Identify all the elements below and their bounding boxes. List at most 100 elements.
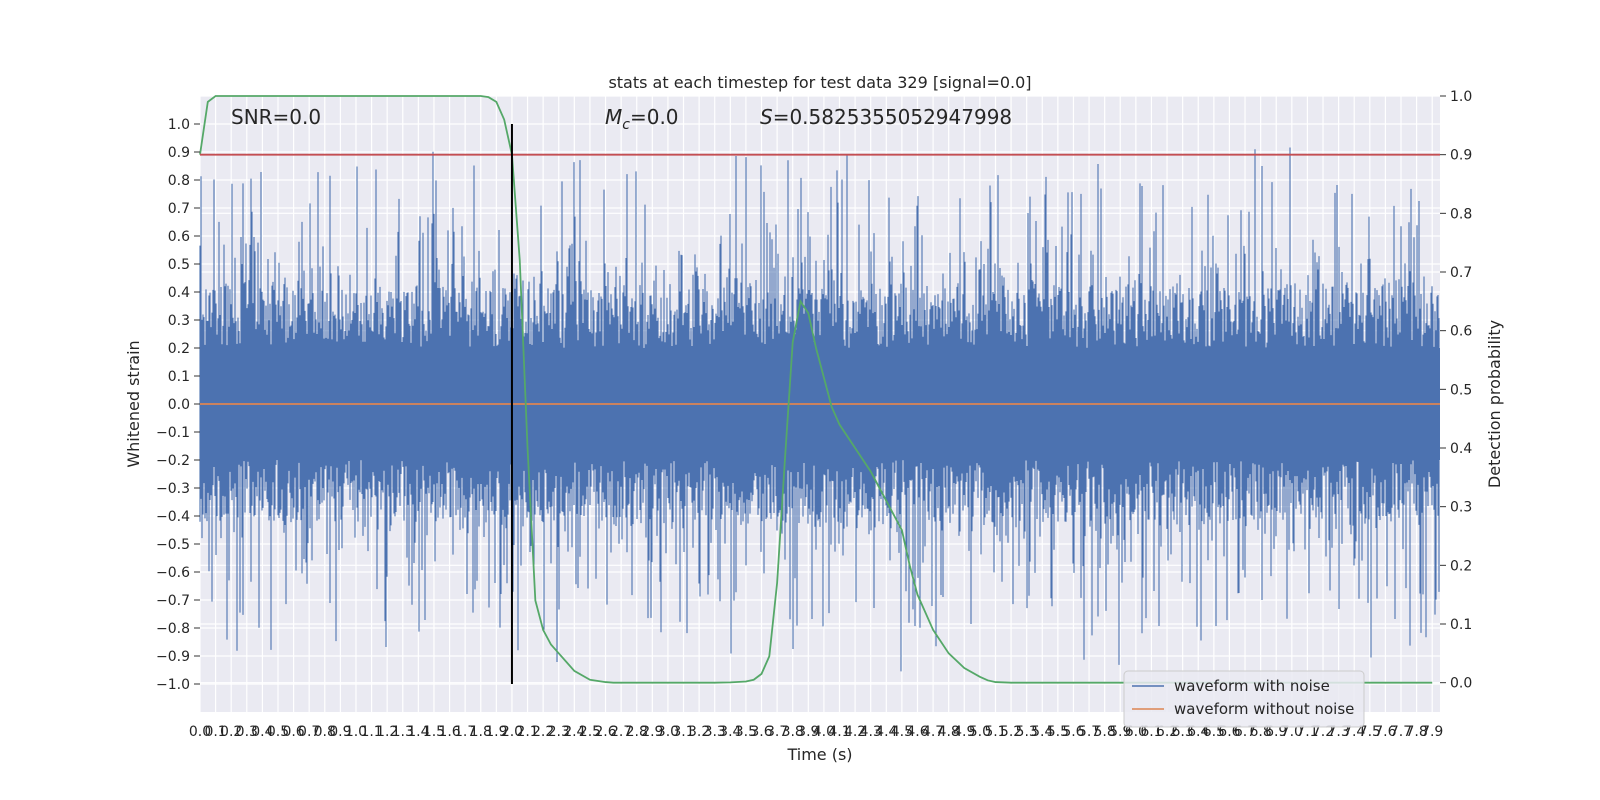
x-tick-label: 7.6 <box>1374 724 1396 740</box>
x-axis-label: Time (s) <box>786 745 852 764</box>
x-tick-label: 3.0 <box>657 724 679 740</box>
x-tick-label: 1.6 <box>438 724 460 740</box>
y-tick-label: −1.0 <box>156 677 190 693</box>
x-tick-label: 6.3 <box>1172 724 1194 740</box>
x-tick-label: 7.8 <box>1405 724 1427 740</box>
x-tick-label: 4.0 <box>813 724 835 740</box>
x-tick-label: 3.8 <box>782 724 804 740</box>
x-tick-label: 0.3 <box>236 724 258 740</box>
y-tick-label: 0.6 <box>168 229 190 245</box>
x-tick-label: 6.8 <box>1249 724 1271 740</box>
y2-tick-label: 0.0 <box>1450 676 1472 692</box>
x-tick-label: 4.3 <box>860 724 882 740</box>
x-tick-label: 2.8 <box>626 724 648 740</box>
y2-tick-label: 0.3 <box>1450 500 1472 516</box>
x-tick-label: 6.1 <box>1140 724 1162 740</box>
x-tick-label: 3.9 <box>797 724 819 740</box>
x-tick-label: 0.2 <box>220 724 242 740</box>
chirp-mass-value: =0.0 <box>630 105 679 129</box>
y-tick-label: 0.0 <box>168 397 190 413</box>
x-tick-label: 1.1 <box>360 724 382 740</box>
x-tick-label: 5.5 <box>1047 724 1069 740</box>
y2-axis-label: Detection probability <box>1485 320 1504 488</box>
legend-label-noise: waveform with noise <box>1174 677 1330 695</box>
y-tick-label: 0.8 <box>168 173 190 189</box>
x-tick-label: 1.5 <box>423 724 445 740</box>
x-tick-label: 2.3 <box>548 724 570 740</box>
y2-tick-label: 0.2 <box>1450 558 1472 574</box>
chirp-mass-subscript: c <box>622 117 630 133</box>
x-tick-label: 2.7 <box>610 724 632 740</box>
x-tick-label: 5.2 <box>1000 724 1022 740</box>
x-tick-label: 1.4 <box>407 724 429 740</box>
x-tick-label: 3.3 <box>704 724 726 740</box>
score-symbol: S <box>760 105 773 129</box>
legend-box <box>1123 670 1365 728</box>
x-tick-label: 2.9 <box>641 724 663 740</box>
x-tick-label: 4.7 <box>922 724 944 740</box>
y-tick-label: −0.7 <box>156 593 190 609</box>
x-tick-label: 2.6 <box>594 724 616 740</box>
y-tick-label: 0.4 <box>168 285 190 301</box>
x-tick-label: 1.7 <box>454 724 476 740</box>
x-tick-label: 4.6 <box>906 724 928 740</box>
y2-tick-label: 0.7 <box>1450 265 1472 281</box>
x-tick-label: 5.4 <box>1031 724 1053 740</box>
x-tick-label: 6.2 <box>1156 724 1178 740</box>
y-tick-label: −0.9 <box>156 649 190 665</box>
x-tick-label: 5.8 <box>1094 724 1116 740</box>
y-tick-label: −0.1 <box>156 425 190 441</box>
x-tick-label: 2.1 <box>516 724 538 740</box>
y2-tick-label: 0.4 <box>1450 441 1472 457</box>
y-axis-label: Whitened strain <box>124 340 143 467</box>
score-value: =0.5825355052947998 <box>773 105 1012 129</box>
y-tick-label: 1.0 <box>168 117 190 133</box>
y2-tick-label: 0.9 <box>1450 148 1472 164</box>
x-tick-label: 1.2 <box>376 724 398 740</box>
x-tick-label: 3.6 <box>750 724 772 740</box>
x-tick-label: 6.7 <box>1234 724 1256 740</box>
x-tick-label: 7.3 <box>1327 724 1349 740</box>
x-tick-label: 6.5 <box>1203 724 1225 740</box>
snr-annotation: SNR=0.0 <box>231 105 321 129</box>
y2-tick-label: 0.6 <box>1450 324 1472 340</box>
y-tick-label: −0.3 <box>156 481 190 497</box>
x-tick-label: 4.9 <box>953 724 975 740</box>
x-tick-label: 4.2 <box>844 724 866 740</box>
x-tick-label: 0.1 <box>204 724 226 740</box>
x-tick-label: 7.9 <box>1421 724 1443 740</box>
x-tick-label: 6.4 <box>1187 724 1209 740</box>
y-tick-label: 0.2 <box>168 341 190 357</box>
legend: waveform with noise waveform without noi… <box>1123 670 1365 728</box>
x-tick-label: 1.8 <box>470 724 492 740</box>
x-tick-label: 2.4 <box>563 724 585 740</box>
x-tick-label: 0.6 <box>282 724 304 740</box>
x-tick-label: 4.4 <box>875 724 897 740</box>
x-tick-label: 1.9 <box>485 724 507 740</box>
y2-tick-label: 1.0 <box>1450 89 1472 105</box>
score-annotation: S=0.5825355052947998 <box>760 105 1012 129</box>
x-tick-label: 3.5 <box>735 724 757 740</box>
y-tick-label: −0.5 <box>156 537 190 553</box>
x-tick-label: 6.9 <box>1265 724 1287 740</box>
x-tick-label: 0.5 <box>267 724 289 740</box>
y-tick-label: −0.6 <box>156 565 190 581</box>
ticks: 0.00.10.20.30.40.50.60.70.80.91.01.11.21… <box>156 89 1472 740</box>
x-tick-label: 5.1 <box>984 724 1006 740</box>
x-tick-label: 1.0 <box>345 724 367 740</box>
x-tick-label: 3.7 <box>766 724 788 740</box>
x-tick-label: 7.5 <box>1359 724 1381 740</box>
y2-tick-label: 0.5 <box>1450 382 1472 398</box>
y2-tick-label: 0.1 <box>1450 617 1472 633</box>
y-tick-label: −0.2 <box>156 453 190 469</box>
chart-lines <box>199 95 1440 684</box>
x-tick-label: 0.0 <box>189 724 211 740</box>
x-tick-label: 4.5 <box>891 724 913 740</box>
x-tick-label: 1.3 <box>392 724 414 740</box>
x-tick-label: 5.9 <box>1109 724 1131 740</box>
x-tick-label: 2.5 <box>579 724 601 740</box>
x-tick-label: 3.2 <box>688 724 710 740</box>
x-tick-label: 7.0 <box>1281 724 1303 740</box>
x-tick-label: 2.0 <box>501 724 523 740</box>
